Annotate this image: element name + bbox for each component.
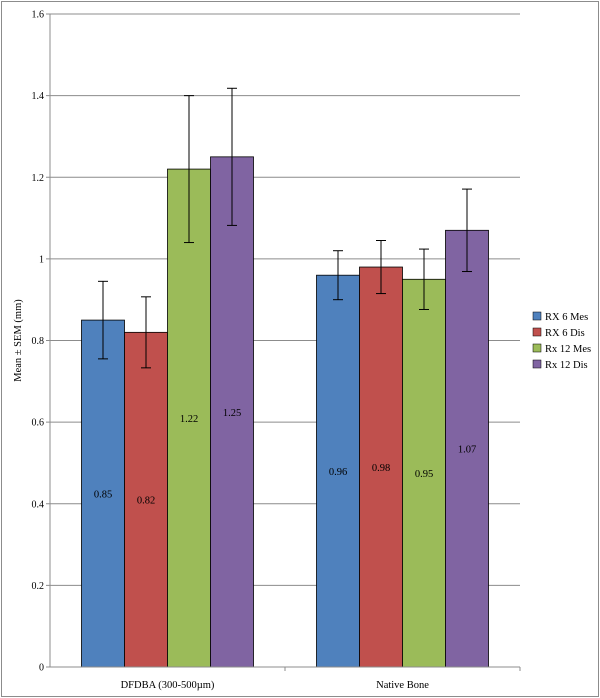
- y-tick-label: 0.4: [32, 499, 45, 510]
- legend-label: Rx 12 Dis: [545, 360, 588, 371]
- bars: 0.85 0.82 1.22 1.25 0.96 0.98 0.95 1.07: [81, 87, 489, 668]
- y-tick-label: 0.6: [32, 418, 45, 429]
- data-label: 0.85: [94, 490, 112, 501]
- legend-swatch: [532, 327, 542, 337]
- y-tick-label: 1.6: [32, 10, 45, 21]
- legend-swatch: [532, 311, 542, 321]
- bar: [210, 156, 254, 668]
- y-tick-label: 1: [39, 254, 44, 265]
- axes: [49, 14, 521, 671]
- legend-label: RX 6 Mes: [545, 312, 588, 323]
- legend: RX 6 Mes RX 6 Dis Rx 12 Mes Rx 12 Dis: [532, 311, 591, 371]
- y-axis-ticks: 0 0.2 0.4 0.6 0.8 1 1.2 1.4 1.6: [32, 10, 50, 674]
- y-tick-label: 0: [39, 663, 44, 674]
- category-label: Native Bone: [376, 680, 429, 691]
- data-label: 0.95: [415, 469, 433, 480]
- data-label: 1.22: [180, 414, 198, 425]
- y-axis-label: Mean ± SEM (mm): [13, 299, 24, 382]
- legend-swatch: [532, 343, 542, 353]
- legend-swatch: [532, 359, 542, 369]
- y-tick-label: 0.2: [32, 581, 45, 592]
- bar: [316, 274, 360, 668]
- legend-label: Rx 12 Mes: [545, 344, 591, 355]
- data-label: 0.96: [329, 467, 347, 478]
- y-tick-label: 1.2: [32, 173, 45, 184]
- bar: [359, 266, 403, 668]
- legend-label: RX 6 Dis: [545, 328, 585, 339]
- data-label: 1.25: [223, 408, 241, 419]
- data-label: 0.82: [137, 496, 155, 507]
- data-label: 1.07: [458, 445, 476, 456]
- y-tick-label: 0.8: [32, 336, 45, 347]
- bar: [402, 278, 446, 668]
- category-label: DFDBA (300-500µm): [121, 680, 215, 691]
- data-label: 0.98: [372, 463, 390, 474]
- bar: [445, 229, 489, 668]
- category-labels: DFDBA (300-500µm) Native Bone: [121, 680, 430, 691]
- y-tick-label: 1.4: [32, 91, 45, 102]
